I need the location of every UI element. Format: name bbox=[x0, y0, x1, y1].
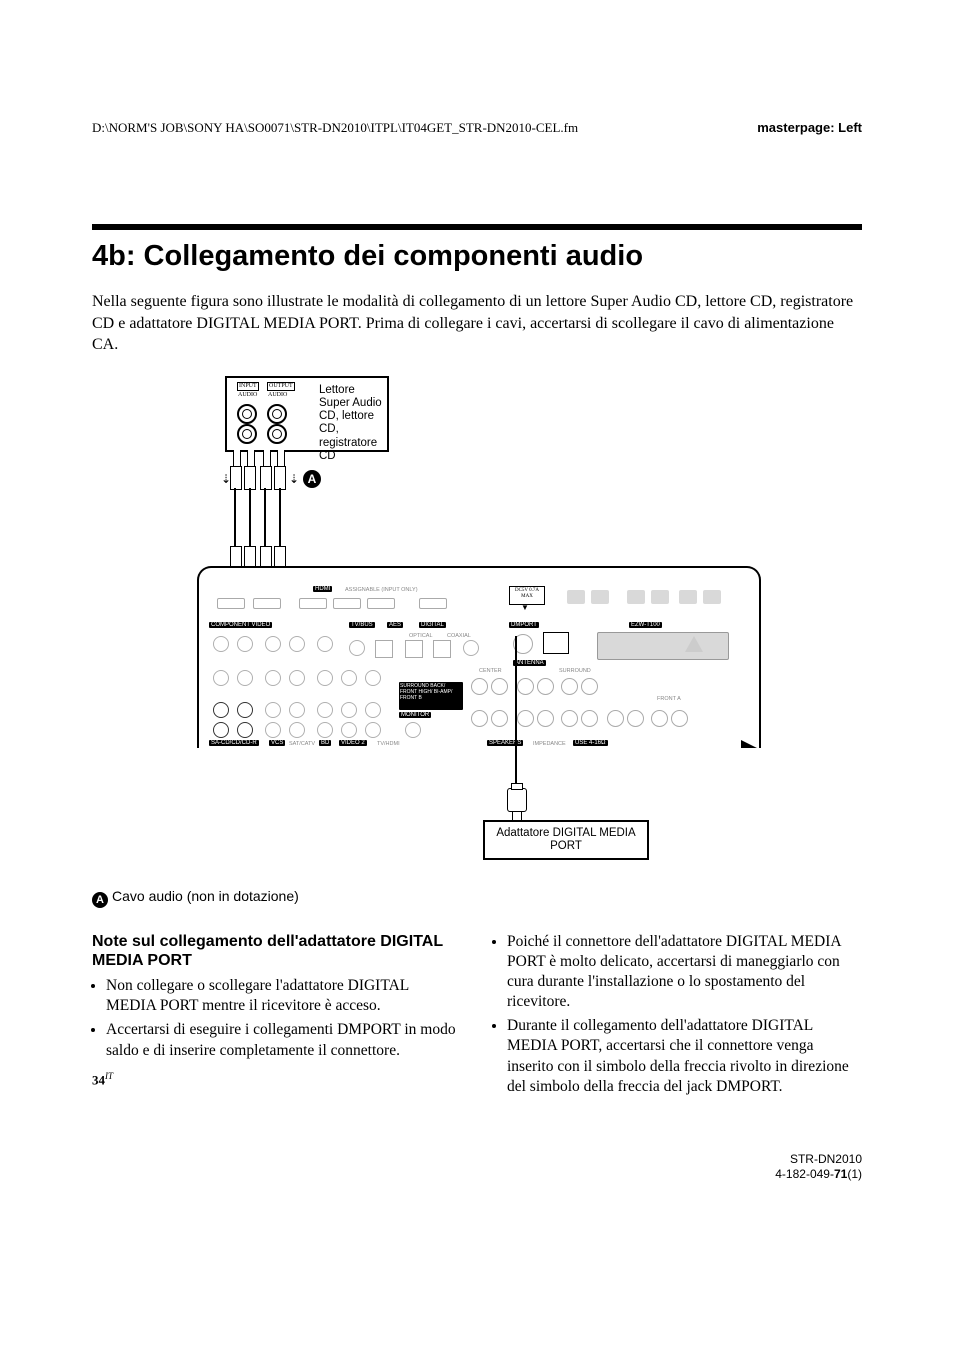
document-id: STR-DN2010 4-182-049-71(1) bbox=[775, 1152, 862, 1182]
dmport-plug bbox=[507, 788, 527, 812]
panel-label-dmport: DMPORT bbox=[509, 622, 539, 628]
panel-label-component: COMPONENT VIDEO bbox=[209, 622, 272, 628]
panel-label-optical: OPTICAL bbox=[409, 633, 433, 639]
list-item: Durante il collegamento dell'adattatore … bbox=[507, 1016, 862, 1097]
adapter-box: Adattatore DIGITAL MEDIA PORT bbox=[483, 820, 649, 860]
panel-label-coaxial: COAXIAL bbox=[447, 633, 471, 639]
dmport-jack bbox=[543, 632, 569, 654]
port-label-audio-l: AUDIO bbox=[237, 392, 258, 399]
doc-code-bold: 71 bbox=[834, 1167, 847, 1181]
legend-text: Cavo audio (non in dotazione) bbox=[112, 888, 299, 904]
panel-label-antenna: ANTENNA bbox=[513, 660, 546, 666]
page-title: 4b: Collegamento dei componenti audio bbox=[92, 240, 862, 273]
panel-label-surround-back: SURROUND BACK/ FRONT HIGH/ BI-AMP/ FRONT… bbox=[399, 682, 463, 710]
title-rule bbox=[92, 224, 862, 230]
panel-label-surround: SURROUND bbox=[559, 668, 591, 674]
arrow-down-icon: ⇣ bbox=[221, 472, 231, 487]
receiver-rear-panel: HDMI ASSIGNABLE (INPUT ONLY) DC5V 0.7A M… bbox=[197, 566, 761, 748]
intro-paragraph: Nella seguente figura sono illustrate le… bbox=[92, 291, 862, 356]
panel-corner bbox=[741, 740, 757, 748]
panel-bottom-impedance: IMPEDANCE bbox=[533, 741, 566, 747]
connection-figure: INPUT OUTPUT AUDIO AUDIO Lettore Super A… bbox=[197, 376, 757, 876]
port-label-output: OUTPUT bbox=[267, 382, 295, 391]
page-number: 34IT bbox=[92, 1071, 113, 1088]
right-bullet-list: Poiché il connettore dell'adattatore DIG… bbox=[493, 932, 862, 1097]
header-masterpage: masterpage: Left bbox=[757, 120, 862, 136]
panel-label-center: CENTER bbox=[479, 668, 502, 674]
panel-label-front: FRONT A bbox=[657, 696, 681, 702]
figure-legend: ACavo audio (non in dotazione) bbox=[92, 888, 862, 908]
panel-label-tvbus: TV/BUS bbox=[349, 622, 375, 628]
doc-code-pre: 4-182-049- bbox=[775, 1167, 834, 1181]
page-number-suffix: IT bbox=[105, 1071, 113, 1081]
list-item: Poiché il connettore dell'adattatore DIG… bbox=[507, 932, 862, 1013]
list-item: Accertarsi di eseguire i collegamenti DM… bbox=[106, 1020, 461, 1060]
source-device-label: Lettore Super Audio CD, lettore CD, regi… bbox=[319, 384, 385, 463]
panel-bottom-speakers: SPEAKERS bbox=[487, 740, 523, 746]
panel-label-aes: AES bbox=[387, 622, 403, 628]
panel-bottom-sacd: SA-CD/CD/CD-R bbox=[209, 740, 259, 746]
panel-bottom-sat: SAT/CATV bbox=[289, 741, 315, 747]
page-number-value: 34 bbox=[92, 1072, 105, 1087]
page-header: D:\NORM'S JOB\SONY HA\SO0071\STR-DN2010\… bbox=[92, 120, 862, 136]
port-label-audio-r: AUDIO bbox=[267, 392, 288, 399]
panel-bottom-video2: VIDEO 2 bbox=[339, 740, 367, 746]
panel-bottom-bd: BD bbox=[319, 740, 331, 746]
panel-label-assignable: ASSIGNABLE (INPUT ONLY) bbox=[345, 587, 418, 593]
port-label-input: INPUT bbox=[237, 382, 259, 391]
panel-label-hdmi: HDMI bbox=[313, 586, 332, 592]
panel-label-ezw: EZW-T100 bbox=[629, 622, 662, 628]
cable-marker: A bbox=[303, 470, 321, 488]
warning-icon bbox=[685, 636, 703, 652]
doc-model: STR-DN2010 bbox=[775, 1152, 862, 1167]
panel-label-monitor: MONITOR bbox=[399, 712, 431, 718]
panel-label-digital: DIGITAL bbox=[419, 622, 446, 628]
arrow-down-icon: ▼ bbox=[521, 603, 529, 612]
doc-code-post: (1) bbox=[847, 1167, 862, 1181]
arrow-down-icon: ⇣ bbox=[289, 472, 299, 487]
list-item: Non collegare o scollegare l'adattatore … bbox=[106, 976, 461, 1016]
panel-bottom-tvhdmi: TV/HDMI bbox=[377, 741, 400, 747]
left-bullet-list: Non collegare o scollegare l'adattatore … bbox=[92, 976, 461, 1061]
header-path: D:\NORM'S JOB\SONY HA\SO0071\STR-DN2010\… bbox=[92, 120, 578, 136]
adapter-label: Adattatore DIGITAL MEDIA PORT bbox=[485, 827, 647, 852]
notes-subheading: Note sul collegamento dell'adattatore DI… bbox=[92, 932, 461, 970]
source-device-box: INPUT OUTPUT AUDIO AUDIO Lettore Super A… bbox=[225, 376, 389, 452]
legend-marker: A bbox=[92, 892, 108, 908]
panel-bottom-vcs: VCS bbox=[269, 740, 285, 746]
panel-bottom-ohms: USE 4-16Ω bbox=[573, 740, 608, 746]
